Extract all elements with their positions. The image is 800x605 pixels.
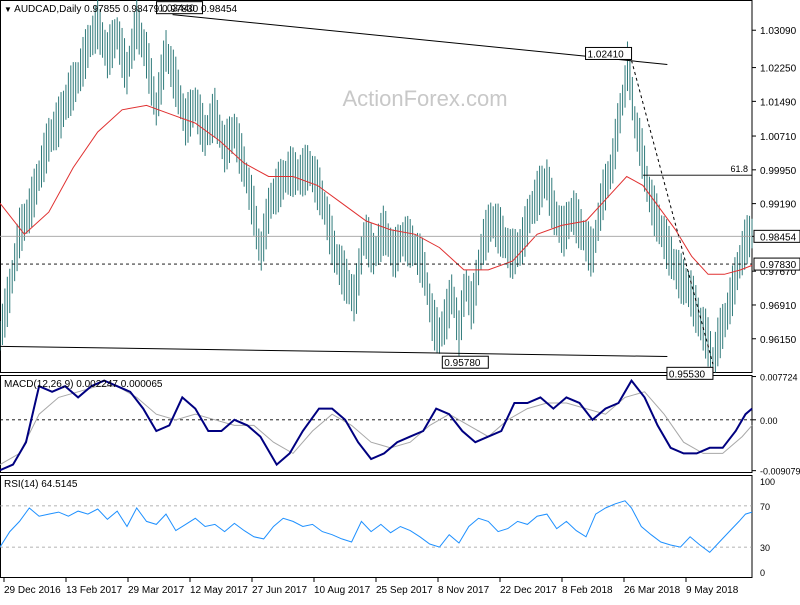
macd-label: MACD(12,26,9) 0.002247 0.000065 — [4, 379, 163, 390]
price-annotation-label: 0.95530 — [669, 369, 706, 380]
date-tick-label: 13 Feb 2017 — [66, 585, 123, 596]
macd-tick-label: -0.009079 — [760, 467, 800, 477]
moving-average-line — [0, 104, 753, 275]
date-tick-label: 25 Sep 2017 — [376, 585, 433, 596]
price-tick-label: 1.01490 — [760, 97, 797, 108]
rsi-panel-frame — [0, 475, 753, 578]
date-tick-label: 8 Nov 2017 — [438, 585, 490, 596]
main-panel-frame — [0, 0, 753, 373]
date-tick-label: 26 Mar 2018 — [624, 585, 681, 596]
macd-tick-label: 0.00 — [760, 416, 778, 426]
watermark: ActionForex.com — [342, 86, 507, 111]
price-tick-label: 0.96910 — [760, 301, 797, 312]
close-price-label: 0.97830 — [760, 260, 797, 271]
date-tick-label: 22 Dec 2017 — [500, 585, 557, 596]
rsi-label: RSI(14) 64.5145 — [4, 479, 78, 490]
symbol-info: AUDCAD,Daily 0.97855 0.98479 0.97830 0.9… — [14, 4, 238, 15]
rsi-line — [0, 500, 753, 553]
close-price-tag — [753, 257, 800, 271]
price-tick-label: 0.96150 — [760, 335, 797, 346]
date-tick-label: 12 May 2017 — [190, 585, 248, 596]
rsi-tick-label: 70 — [760, 502, 770, 512]
macd-signal-line — [0, 385, 753, 466]
date-tick-label: 29 Dec 2016 — [4, 585, 61, 596]
price-annotation-box — [441, 355, 489, 369]
date-tick-label: 27 Jun 2017 — [252, 585, 307, 596]
price-tick-label: 0.99950 — [760, 166, 797, 177]
date-tick-label: 10 Aug 2017 — [314, 585, 371, 596]
rsi-tick-label: 100 — [760, 477, 775, 487]
symbol-header: ▼ AUDCAD,Daily 0.97855 0.98479 0.97830 0… — [4, 4, 237, 15]
last-price-tag — [753, 229, 800, 243]
rsi-tick-label: 0 — [760, 568, 765, 578]
date-tick-label: 29 Mar 2017 — [128, 585, 185, 596]
price-tick-label: 0.98454 — [760, 232, 797, 243]
price-tick-label: 1.02250 — [760, 64, 797, 75]
upper-trendline — [172, 14, 668, 65]
fib-61-8-label: 61.8 — [730, 164, 748, 174]
price-annotation-label: 0.95780 — [444, 358, 481, 369]
price-annotation-box — [585, 46, 633, 60]
price-annotation-label: 1.02410 — [588, 49, 625, 60]
price-tick-label: 1.00710 — [760, 132, 797, 143]
price-annotation-label: 1.03440 — [159, 4, 196, 15]
date-tick-label: 8 Feb 2018 — [562, 585, 613, 596]
price-annotation-box — [666, 366, 714, 380]
macd-panel-frame — [0, 375, 753, 473]
collapse-triangle-icon[interactable]: ▼ — [4, 5, 12, 14]
lower-trendline — [0, 345, 668, 358]
rsi-tick-label: 30 — [760, 543, 770, 553]
macd-tick-label: 0.007724 — [760, 373, 798, 383]
price-tick-label: 1.03090 — [760, 26, 797, 37]
date-tick-label: 9 May 2018 — [686, 585, 739, 596]
price-tick-label: 0.99190 — [760, 200, 797, 211]
price-tick-label: 0.97670 — [760, 267, 797, 278]
price-annotation-box — [156, 1, 204, 15]
falling-projection-line — [631, 60, 714, 365]
macd-line — [0, 378, 753, 472]
